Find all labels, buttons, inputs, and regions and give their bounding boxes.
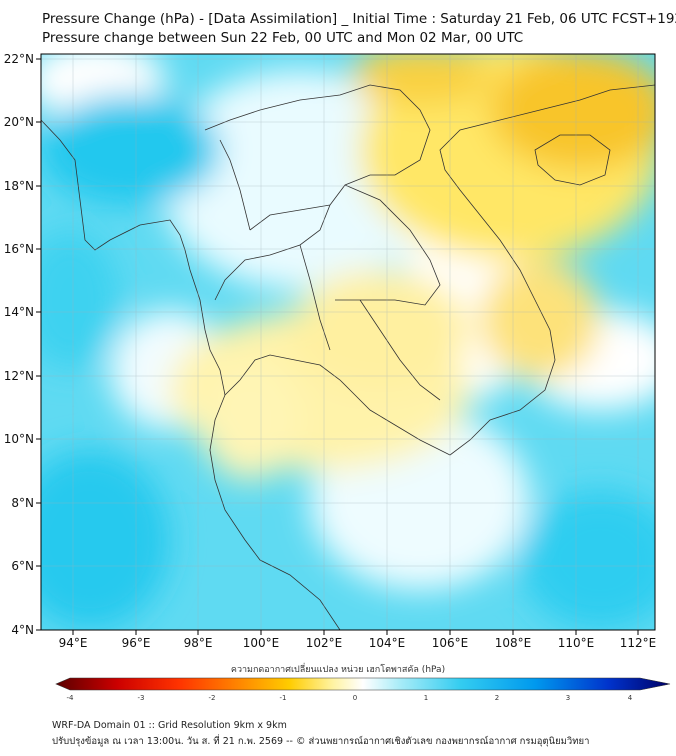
colorbar: -4 -3 -2 -1 0 1 2 3 4	[55, 677, 671, 702]
lat-label: 16°N	[4, 242, 34, 256]
lon-label: 112°E	[620, 636, 657, 650]
lat-ticks	[36, 58, 41, 631]
lon-label: 94°E	[59, 636, 88, 650]
lon-label: 104°E	[369, 636, 406, 650]
field-strong-negative	[350, 54, 490, 105]
lat-label: 12°N	[4, 369, 34, 383]
lat-label: 22°N	[4, 52, 34, 66]
lon-label: 96°E	[122, 636, 151, 650]
lat-label: 10°N	[4, 432, 34, 446]
lat-label: 4°N	[11, 623, 34, 637]
lon-label: 108°E	[495, 636, 532, 650]
field-strong-positive	[41, 230, 120, 370]
colorbar-tick: 4	[628, 694, 633, 702]
field-strong-positive	[41, 450, 170, 630]
inland-borders	[204, 84, 441, 401]
lat-label: 14°N	[4, 305, 34, 319]
coastline-east	[224, 84, 655, 456]
map-frame	[40, 53, 656, 631]
lat-label: 8°N	[11, 496, 34, 510]
footer-model-info: WRF-DA Domain 01 :: Grid Resolution 9km …	[52, 720, 287, 731]
colorbar-gradient	[55, 677, 671, 691]
colorbar-tick: -3	[138, 694, 145, 702]
graticule	[41, 54, 655, 630]
footer-credit: ปรับปรุงข้อมูล ณ เวลา 13:00น. วัน ส. ที่…	[52, 736, 590, 747]
colorbar-tick: -1	[280, 694, 287, 702]
lon-ticks	[72, 630, 639, 635]
coastlines-borders	[41, 84, 655, 630]
map-title: Pressure Change (hPa) - [Data Assimilati…	[42, 11, 676, 27]
field-negative	[480, 260, 600, 380]
pressure-change-map: 22°N 20°N 18°N 16°N 14°N 12°N 10°N 8°N 6…	[4, 52, 657, 650]
lat-label: 6°N	[11, 559, 34, 573]
lon-label: 110°E	[558, 636, 595, 650]
coastline-west	[41, 119, 341, 630]
lon-label: 100°E	[243, 636, 280, 650]
lat-label: 18°N	[4, 179, 34, 193]
colorbar-tick: 3	[566, 694, 570, 702]
lat-label: 20°N	[4, 115, 34, 129]
pressure-change-field	[41, 54, 655, 630]
field-strong-positive	[41, 95, 220, 205]
colorbar-tick: 2	[495, 694, 499, 702]
colorbar-tick: -4	[67, 694, 75, 702]
colorbar-tick: 0	[353, 694, 357, 702]
colorbar-title: ความกดอากาศเปลี่ยนแปลง หน่วย เฮกโตพาสคัล…	[230, 665, 446, 675]
colorbar-tick: -2	[209, 694, 216, 702]
field-negative	[200, 360, 300, 480]
field-strong-positive	[520, 490, 655, 630]
lon-label: 102°E	[306, 636, 343, 650]
map-subtitle: Pressure change between Sun 22 Feb, 00 U…	[42, 30, 524, 46]
lon-label: 98°E	[184, 636, 213, 650]
colorbar-tick: 1	[424, 694, 428, 702]
lon-label: 106°E	[432, 636, 469, 650]
map-area: 22°N 20°N 18°N 16°N 14°N 12°N 10°N 8°N 6…	[4, 52, 657, 650]
field-blobs	[41, 54, 655, 630]
field-strong-negative	[490, 54, 655, 170]
hainan-coast	[534, 134, 611, 186]
